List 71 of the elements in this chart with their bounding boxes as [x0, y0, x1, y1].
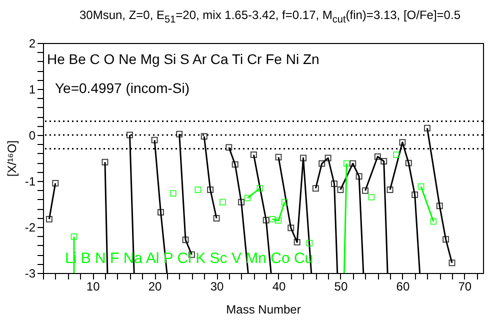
- y-tick-label: -1: [24, 174, 36, 188]
- point: [436, 202, 443, 210]
- point: [256, 185, 264, 192]
- annotation: He Be C O Ne Mg Si S Ar Ca Ti Cr Fe Ni Zn: [47, 51, 320, 67]
- point: [182, 236, 189, 244]
- point: [213, 215, 220, 222]
- point: [200, 133, 208, 140]
- point: [350, 160, 356, 167]
- point: [170, 190, 176, 197]
- point: [226, 144, 232, 151]
- point: [337, 186, 344, 193]
- point: [207, 186, 214, 193]
- x-tick-label: 30: [210, 280, 224, 294]
- point: [312, 185, 319, 192]
- point: [399, 139, 406, 146]
- point: [412, 192, 418, 198]
- y-tick-label: -3: [24, 266, 36, 280]
- point: [281, 198, 288, 206]
- point: [52, 180, 59, 187]
- point: [374, 153, 381, 160]
- point: [362, 187, 368, 194]
- point: [343, 160, 350, 167]
- point: [219, 198, 226, 206]
- y-tick-label: 0: [28, 128, 36, 142]
- point: [331, 180, 338, 187]
- point: [275, 217, 282, 224]
- point: [386, 186, 394, 193]
- point: [158, 209, 164, 216]
- point: [126, 132, 133, 138]
- y-axis-title: [X/¹⁶O]: [4, 140, 19, 177]
- point: [250, 152, 257, 158]
- chart-title: 30Msun, Z=0, E$_{51}$=20, mix 1.65-3.42, f=0.17, M$_{cut}$(fin)=3.13, [O/Fe]=0.5: [78, 7, 462, 28]
- x-tick-label: 60: [396, 280, 410, 294]
- x-tick-label: 10: [86, 280, 100, 294]
- point: [300, 154, 307, 162]
- point: [324, 154, 332, 162]
- y-tick-label: -2: [24, 220, 36, 234]
- point: [356, 173, 362, 180]
- x-tick-label: 50: [334, 280, 348, 294]
- x-tick-label: 40: [272, 280, 286, 294]
- point: [244, 194, 251, 202]
- point: [405, 160, 412, 166]
- y-tick-label: 2: [28, 36, 36, 50]
- point: [70, 233, 78, 240]
- point: [318, 160, 326, 167]
- point: [288, 224, 294, 232]
- point: [262, 216, 270, 224]
- x-axis-title: Mass Number: [226, 302, 301, 316]
- point: [418, 183, 424, 190]
- point: [442, 236, 450, 243]
- point: [306, 240, 313, 246]
- point: [176, 130, 183, 138]
- annotation: Ye=0.4997 (incom-Si): [55, 80, 190, 96]
- point: [448, 260, 456, 266]
- point: [238, 198, 245, 206]
- point: [368, 194, 375, 200]
- point: [46, 216, 52, 222]
- point: [393, 152, 400, 158]
- point: [151, 136, 158, 144]
- y-tick-label: 1: [28, 82, 36, 96]
- point: [269, 216, 276, 222]
- point: [424, 124, 430, 132]
- point: [294, 238, 300, 246]
- point: [102, 158, 108, 166]
- point: [380, 158, 388, 164]
- x-tick-label: 20: [148, 280, 162, 294]
- point: [430, 218, 437, 225]
- point: [194, 186, 202, 193]
- x-tick-label: 70: [458, 280, 472, 294]
- point: [232, 161, 238, 168]
- point: [275, 154, 282, 160]
